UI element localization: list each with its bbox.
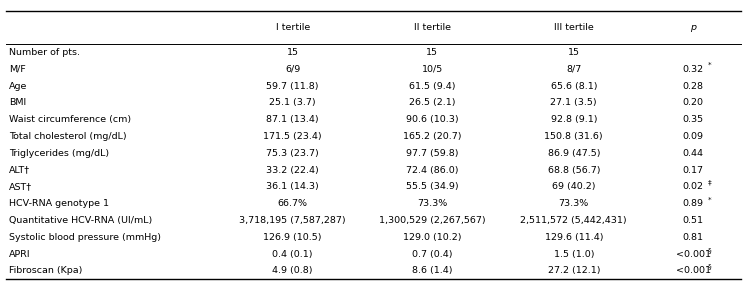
- Text: 4.9 (0.8): 4.9 (0.8): [273, 266, 313, 275]
- Text: 33.2 (22.4): 33.2 (22.4): [266, 166, 319, 175]
- Text: I tertile: I tertile: [276, 23, 310, 32]
- Text: *: *: [708, 62, 711, 68]
- Text: Fibroscan (Kpa): Fibroscan (Kpa): [9, 266, 82, 275]
- Text: 0.02: 0.02: [683, 182, 704, 192]
- Text: 0.51: 0.51: [683, 216, 704, 225]
- Text: 0.32: 0.32: [683, 65, 704, 74]
- Text: III tertile: III tertile: [554, 23, 594, 32]
- Text: AST†: AST†: [9, 182, 32, 192]
- Text: 27.1 (3.5): 27.1 (3.5): [551, 98, 597, 107]
- Text: 0.35: 0.35: [683, 115, 704, 124]
- Text: 15: 15: [287, 48, 299, 57]
- Text: 8.6 (1.4): 8.6 (1.4): [412, 266, 453, 275]
- Text: HCV-RNA genotype 1: HCV-RNA genotype 1: [9, 199, 109, 208]
- Text: 0.09: 0.09: [683, 132, 704, 141]
- Text: 10/5: 10/5: [421, 65, 443, 74]
- Text: 0.17: 0.17: [683, 166, 704, 175]
- Text: Waist circumference (cm): Waist circumference (cm): [9, 115, 131, 124]
- Text: 1,300,529 (2,267,567): 1,300,529 (2,267,567): [379, 216, 486, 225]
- Text: 73.3%: 73.3%: [559, 199, 589, 208]
- Text: *: *: [708, 197, 711, 203]
- Text: II tertile: II tertile: [414, 23, 450, 32]
- Text: <0.001: <0.001: [676, 266, 710, 275]
- Text: 3,718,195 (7,587,287): 3,718,195 (7,587,287): [239, 216, 346, 225]
- Text: 65.6 (8.1): 65.6 (8.1): [551, 82, 597, 91]
- Text: 25.1 (3.7): 25.1 (3.7): [270, 98, 316, 107]
- Text: 73.3%: 73.3%: [417, 199, 447, 208]
- Text: 0.4 (0.1): 0.4 (0.1): [273, 250, 313, 258]
- Text: 87.1 (13.4): 87.1 (13.4): [267, 115, 319, 124]
- Text: ‡: ‡: [708, 180, 712, 186]
- Text: 129.6 (11.4): 129.6 (11.4): [545, 233, 603, 242]
- Text: 8/7: 8/7: [566, 65, 581, 74]
- Text: 0.89: 0.89: [683, 199, 704, 208]
- Text: 27.2 (12.1): 27.2 (12.1): [548, 266, 600, 275]
- Text: 26.5 (2.1): 26.5 (2.1): [409, 98, 456, 107]
- Text: 150.8 (31.6): 150.8 (31.6): [545, 132, 603, 141]
- Text: ALT†: ALT†: [9, 166, 30, 175]
- Text: 171.5 (23.4): 171.5 (23.4): [264, 132, 322, 141]
- Text: 0.28: 0.28: [683, 82, 704, 91]
- Text: 66.7%: 66.7%: [278, 199, 308, 208]
- Text: Triglycerides (mg/dL): Triglycerides (mg/dL): [9, 149, 109, 158]
- Text: 59.7 (11.8): 59.7 (11.8): [267, 82, 319, 91]
- Text: 55.5 (34.9): 55.5 (34.9): [406, 182, 459, 192]
- Text: 68.8 (56.7): 68.8 (56.7): [548, 166, 600, 175]
- Text: 15: 15: [568, 48, 580, 57]
- Text: 86.9 (47.5): 86.9 (47.5): [548, 149, 600, 158]
- Text: 0.44: 0.44: [683, 149, 704, 158]
- Text: <0.001: <0.001: [676, 250, 710, 258]
- Text: Total cholesterol (mg/dL): Total cholesterol (mg/dL): [9, 132, 126, 141]
- Text: Number of pts.: Number of pts.: [9, 48, 80, 57]
- Text: §: §: [708, 247, 712, 253]
- Text: Quantitative HCV-RNA (UI/mL): Quantitative HCV-RNA (UI/mL): [9, 216, 152, 225]
- Text: 92.8 (9.1): 92.8 (9.1): [551, 115, 597, 124]
- Text: 0.20: 0.20: [683, 98, 704, 107]
- Text: 0.81: 0.81: [683, 233, 704, 242]
- Text: 72.4 (86.0): 72.4 (86.0): [406, 166, 459, 175]
- Text: 15: 15: [427, 48, 438, 57]
- Text: 90.6 (10.3): 90.6 (10.3): [406, 115, 459, 124]
- Text: 165.2 (20.7): 165.2 (20.7): [403, 132, 462, 141]
- Text: M/F: M/F: [9, 65, 25, 74]
- Text: §: §: [708, 264, 712, 270]
- Text: 1.5 (1.0): 1.5 (1.0): [554, 250, 594, 258]
- Text: 36.1 (14.3): 36.1 (14.3): [266, 182, 319, 192]
- Text: 126.9 (10.5): 126.9 (10.5): [264, 233, 322, 242]
- Text: 75.3 (23.7): 75.3 (23.7): [266, 149, 319, 158]
- Text: 69 (40.2): 69 (40.2): [552, 182, 595, 192]
- Text: 0.7 (0.4): 0.7 (0.4): [412, 250, 453, 258]
- Text: Age: Age: [9, 82, 28, 91]
- Text: 6/9: 6/9: [285, 65, 300, 74]
- Text: BMI: BMI: [9, 98, 26, 107]
- Text: 2,511,572 (5,442,431): 2,511,572 (5,442,431): [521, 216, 627, 225]
- Text: p: p: [690, 23, 696, 32]
- Text: 97.7 (59.8): 97.7 (59.8): [406, 149, 459, 158]
- Text: 61.5 (9.4): 61.5 (9.4): [409, 82, 456, 91]
- Text: APRI: APRI: [9, 250, 31, 258]
- Text: Systolic blood pressure (mmHg): Systolic blood pressure (mmHg): [9, 233, 161, 242]
- Text: 129.0 (10.2): 129.0 (10.2): [403, 233, 462, 242]
